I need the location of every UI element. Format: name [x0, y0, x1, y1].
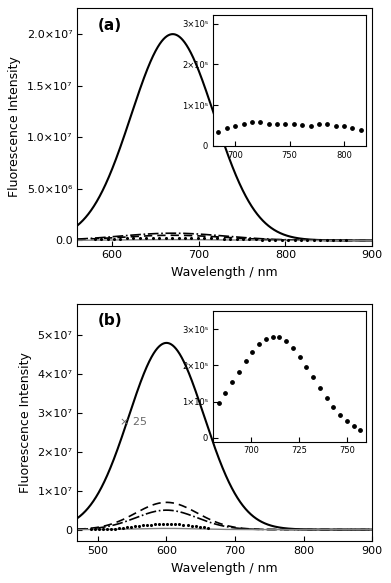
- Point: [104, 234, 111, 244]
- Point: [201, 234, 207, 243]
- Point: [128, 522, 135, 532]
- Point: [156, 233, 162, 243]
- Text: × 25: × 25: [120, 417, 147, 427]
- Point: [88, 525, 94, 534]
- Point: [188, 233, 195, 243]
- X-axis label: Wavelength / nm: Wavelength / nm: [171, 266, 278, 279]
- Point: [192, 522, 199, 531]
- Point: [259, 235, 265, 244]
- Point: [176, 233, 182, 243]
- Point: [172, 519, 179, 529]
- Point: [132, 522, 138, 531]
- Point: [343, 236, 349, 245]
- Point: [324, 236, 330, 245]
- Point: [265, 235, 272, 244]
- Y-axis label: Fluorescence Intensity: Fluorescence Intensity: [19, 352, 32, 493]
- Point: [111, 234, 117, 244]
- Point: [104, 524, 110, 533]
- Point: [112, 524, 118, 533]
- Text: (a): (a): [98, 18, 122, 33]
- Point: [98, 234, 104, 244]
- Point: [233, 234, 240, 244]
- Point: [317, 236, 323, 245]
- Point: [152, 519, 158, 529]
- Point: [117, 234, 124, 243]
- Point: [143, 233, 149, 243]
- Point: [291, 236, 298, 245]
- Point: [195, 233, 201, 243]
- Point: [136, 521, 142, 531]
- Point: [116, 524, 122, 533]
- Point: [180, 520, 187, 529]
- Point: [278, 235, 285, 244]
- Point: [91, 234, 98, 244]
- Point: [182, 233, 188, 243]
- Point: [272, 235, 278, 244]
- Point: [253, 235, 259, 244]
- Point: [150, 233, 156, 243]
- Point: [140, 521, 147, 530]
- Point: [160, 519, 167, 528]
- Point: [246, 234, 253, 244]
- Point: [124, 234, 130, 243]
- Point: [169, 233, 175, 243]
- Point: [163, 233, 169, 243]
- Point: [124, 523, 130, 532]
- Point: [185, 521, 191, 530]
- Point: [337, 236, 343, 245]
- Point: [100, 525, 106, 534]
- Point: [188, 521, 195, 531]
- Point: [208, 234, 214, 243]
- Point: [196, 522, 203, 531]
- Point: [96, 525, 102, 534]
- Point: [298, 236, 304, 245]
- Point: [311, 236, 317, 245]
- Point: [137, 234, 143, 243]
- Point: [120, 523, 126, 532]
- Y-axis label: Fluorescence Intensity: Fluorescence Intensity: [8, 57, 22, 198]
- Text: (b): (b): [98, 314, 123, 328]
- Point: [285, 236, 291, 245]
- Point: [148, 520, 154, 529]
- Point: [330, 236, 336, 245]
- Point: [240, 234, 246, 244]
- Point: [164, 519, 170, 528]
- Point: [214, 234, 220, 243]
- Point: [92, 525, 98, 534]
- Point: [168, 519, 174, 529]
- Point: [221, 234, 227, 243]
- Point: [130, 234, 136, 243]
- Point: [304, 236, 310, 245]
- Point: [144, 520, 151, 529]
- Point: [176, 519, 183, 529]
- Point: [156, 519, 163, 529]
- X-axis label: Wavelength / nm: Wavelength / nm: [171, 561, 278, 575]
- Point: [227, 234, 233, 243]
- Point: [201, 522, 207, 532]
- Point: [204, 523, 211, 532]
- Point: [108, 524, 114, 533]
